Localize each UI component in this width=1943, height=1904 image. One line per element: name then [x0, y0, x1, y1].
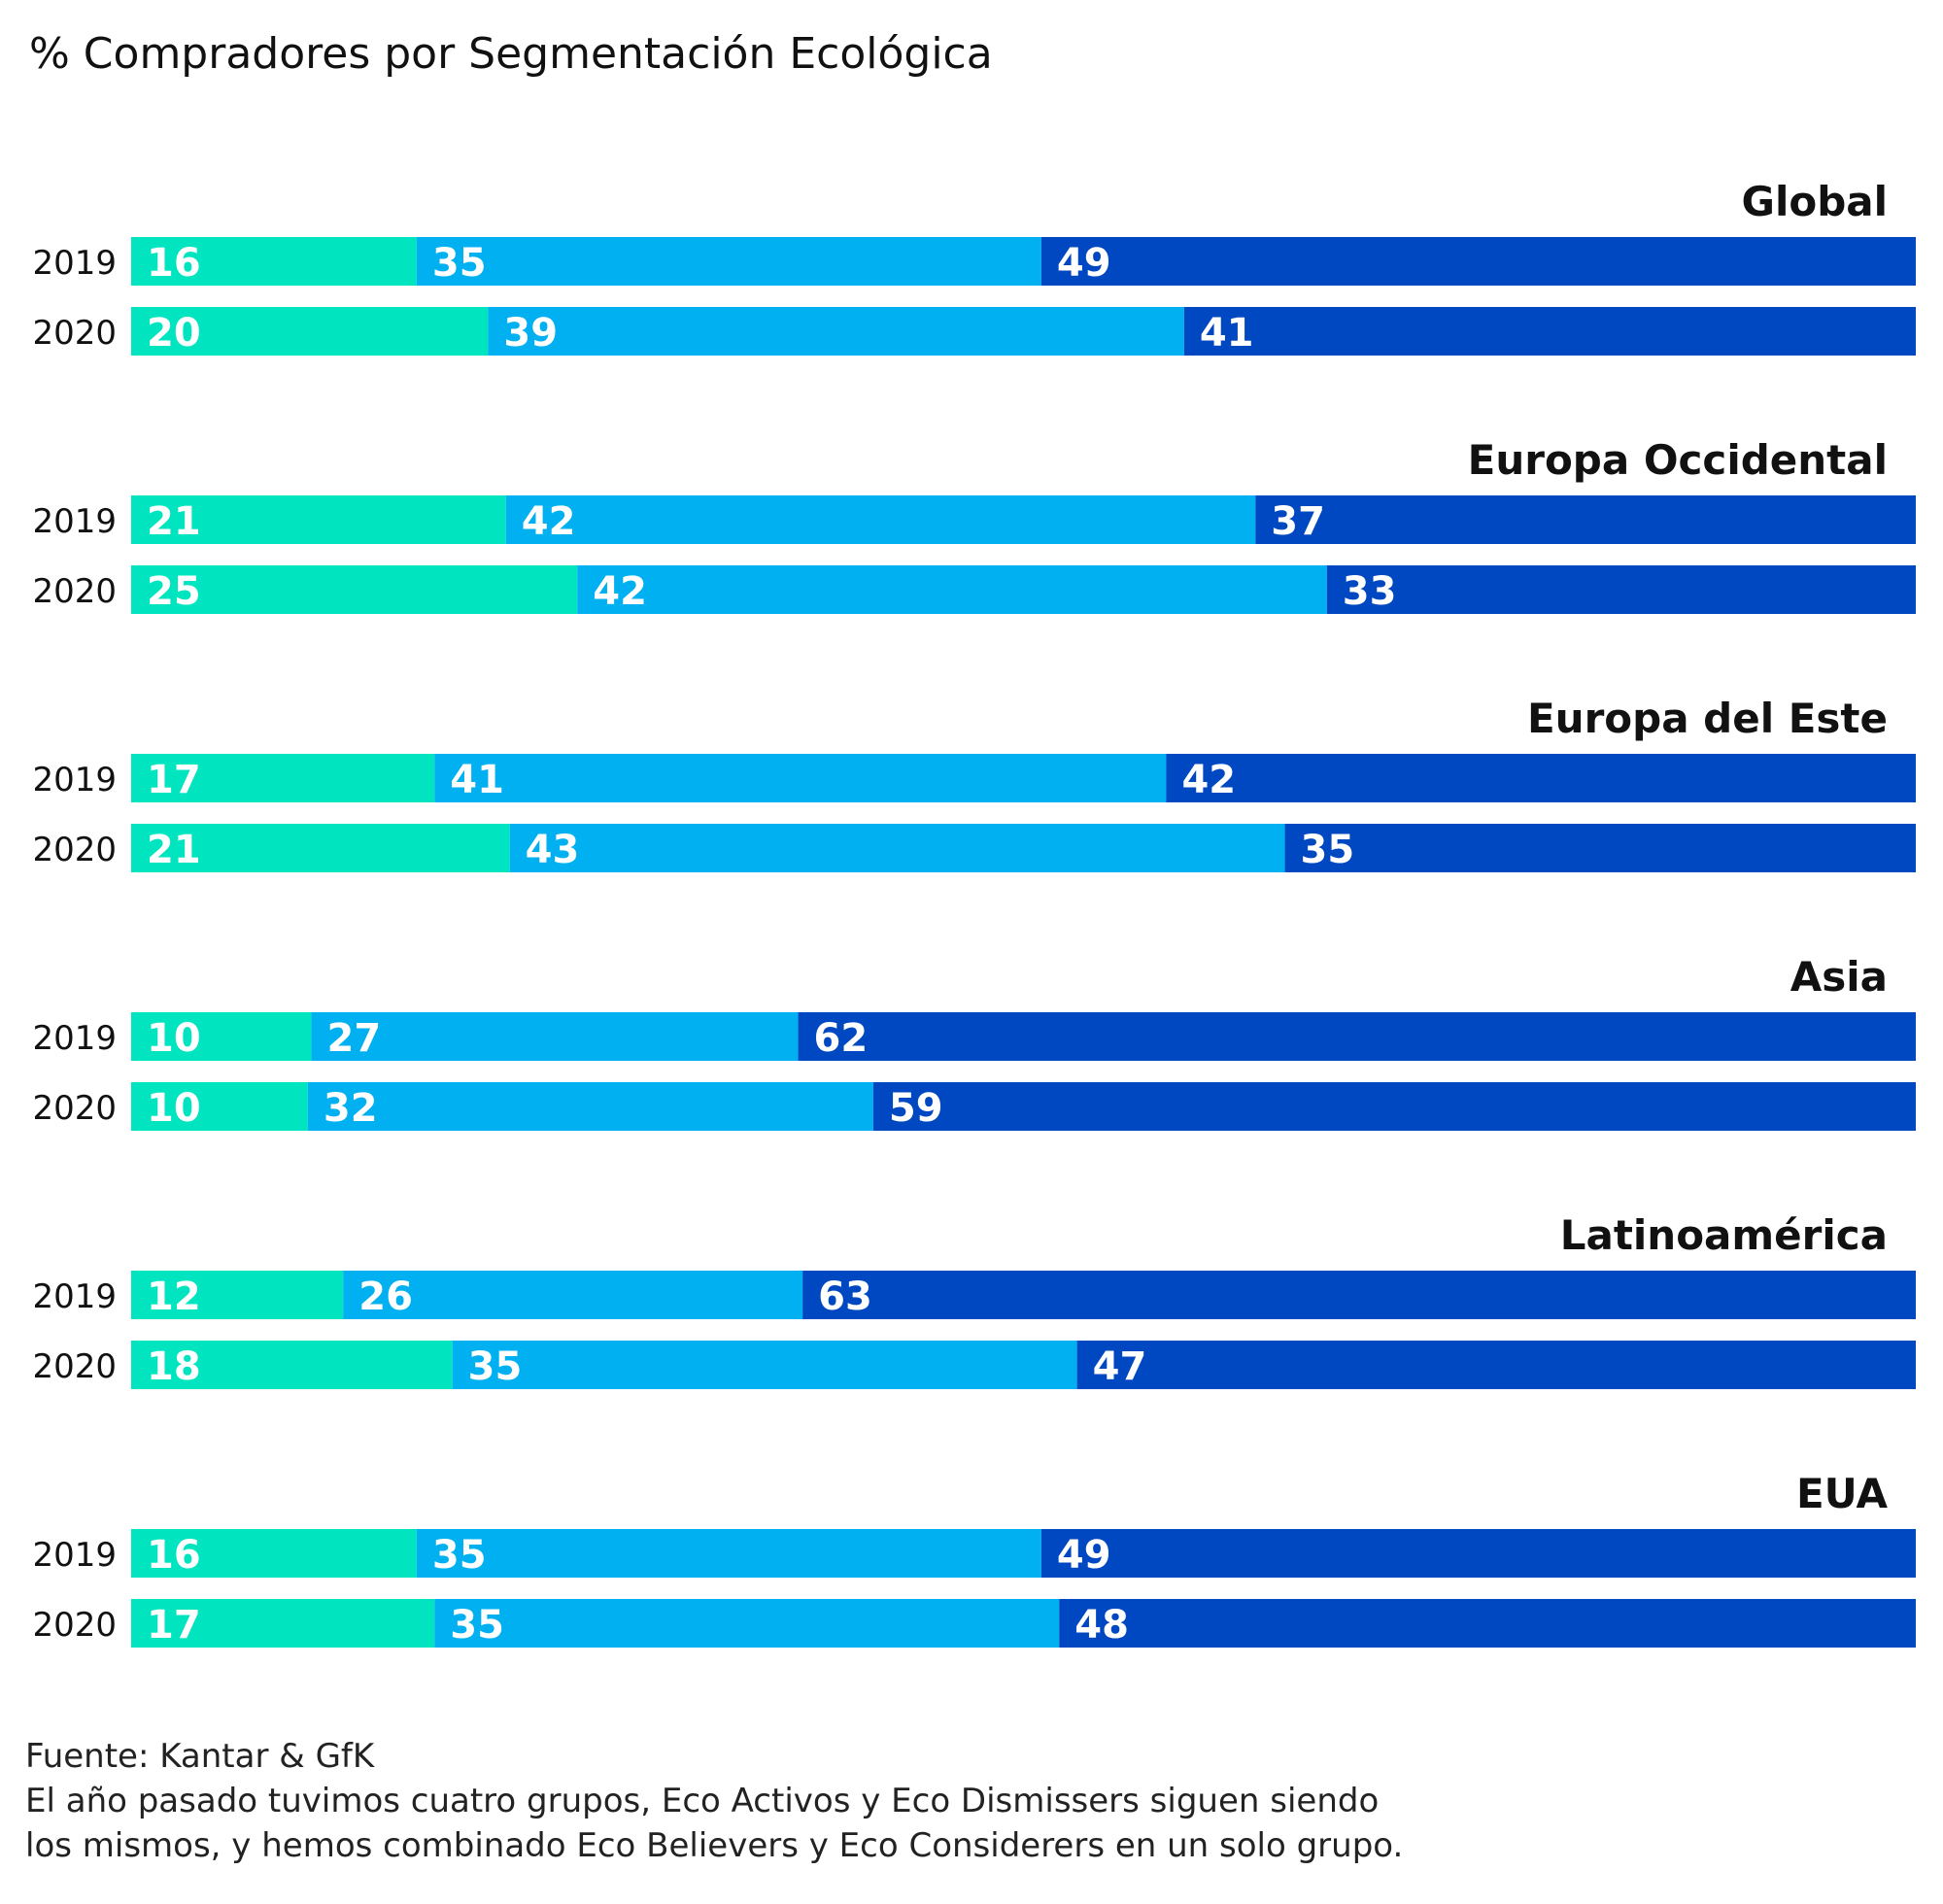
data-label: 42: [522, 499, 576, 544]
group-label: EUA: [1796, 1470, 1889, 1517]
year-label: 2020: [32, 1606, 117, 1645]
data-label: 32: [324, 1086, 378, 1131]
data-label: 41: [1200, 311, 1254, 356]
data-label: 16: [147, 241, 201, 286]
data-label: 21: [147, 828, 201, 872]
bar-segment: [1326, 565, 1916, 614]
data-label: 35: [1301, 828, 1355, 872]
data-label: 35: [432, 1533, 487, 1578]
chart-title: % Compradores por Segmentación Ecológica: [29, 29, 993, 79]
data-label: 17: [147, 1603, 201, 1648]
bar-segment: [798, 1012, 1916, 1061]
bar-segment: [307, 1082, 873, 1131]
group-label: Asia: [1790, 953, 1888, 1001]
bar-segment: [1040, 237, 1916, 286]
bar-segment: [452, 1341, 1077, 1389]
data-label: 25: [147, 569, 201, 614]
data-label: 43: [526, 828, 580, 872]
bar-segment: [131, 1271, 344, 1319]
year-label: 2020: [32, 1089, 117, 1128]
group-label: Global: [1741, 178, 1888, 225]
data-label: 62: [814, 1016, 869, 1061]
source-note: Fuente: Kantar & GfK: [25, 1737, 375, 1776]
bar-segment: [1059, 1599, 1916, 1648]
data-label: 59: [889, 1086, 943, 1131]
data-label: 35: [432, 241, 487, 286]
year-label: 2019: [32, 1019, 117, 1058]
bar-segment: [434, 1599, 1060, 1648]
bar-segment: [131, 754, 435, 802]
data-label: 27: [327, 1016, 382, 1061]
footnote-line-1: El año pasado tuvimos cuatro grupos, Eco…: [25, 1782, 1380, 1820]
bar-segment: [131, 1341, 453, 1389]
data-label: 49: [1057, 241, 1111, 286]
bar-segment: [1076, 1341, 1916, 1389]
group-label: Latinoamérica: [1560, 1211, 1888, 1259]
bar-segment: [131, 824, 510, 872]
bar-segment: [488, 307, 1184, 356]
data-label: 39: [503, 311, 558, 356]
bar-segment: [802, 1271, 1917, 1319]
data-label: 37: [1271, 499, 1325, 544]
bar-segment: [131, 307, 489, 356]
data-label: 20: [147, 311, 201, 356]
data-label: 21: [147, 499, 201, 544]
bar-segment: [1183, 307, 1916, 356]
bar-segment: [872, 1082, 1916, 1131]
data-label: 18: [147, 1344, 201, 1389]
data-label: 12: [147, 1275, 201, 1319]
data-label: 33: [1343, 569, 1397, 614]
footnote-line-2: los mismos, y hemos combinado Eco Believ…: [25, 1826, 1404, 1865]
bar-segment: [131, 565, 578, 614]
bar-segment: [131, 1599, 435, 1648]
data-label: 49: [1057, 1533, 1111, 1578]
bar-segment: [434, 754, 1167, 802]
bar-segment: [416, 237, 1041, 286]
bar-segment: [131, 1529, 417, 1578]
data-label: 26: [358, 1275, 413, 1319]
data-label: 10: [147, 1016, 201, 1061]
data-label: 47: [1093, 1344, 1147, 1389]
data-label: 42: [593, 569, 647, 614]
bar-segment: [505, 495, 1256, 544]
bar-segment: [1040, 1529, 1916, 1578]
data-label: 35: [450, 1603, 504, 1648]
data-label: 17: [147, 758, 201, 802]
year-label: 2019: [32, 244, 117, 283]
data-label: 41: [450, 758, 504, 802]
bar-segment: [577, 565, 1327, 614]
year-label: 2019: [32, 1277, 117, 1316]
year-label: 2020: [32, 314, 117, 353]
bar-segment: [311, 1012, 799, 1061]
bar-segment: [131, 237, 417, 286]
year-label: 2020: [32, 1347, 117, 1386]
bar-segment: [509, 824, 1285, 872]
bar-segment: [343, 1271, 803, 1319]
data-label: 48: [1074, 1603, 1129, 1648]
data-label: 63: [818, 1275, 872, 1319]
bar-segment: [131, 495, 506, 544]
data-label: 16: [147, 1533, 201, 1578]
year-label: 2019: [32, 761, 117, 799]
year-label: 2020: [32, 572, 117, 611]
group-label: Europa Occidental: [1468, 436, 1888, 484]
bar-segment: [416, 1529, 1041, 1578]
bar-segment: [1284, 824, 1916, 872]
year-label: 2019: [32, 502, 117, 541]
chart-footer: Fuente: Kantar & GfK El año pasado tuvim…: [25, 1734, 1403, 1868]
data-label: 35: [468, 1344, 523, 1389]
year-label: 2020: [32, 831, 117, 869]
group-label: Europa del Este: [1527, 695, 1888, 742]
data-label: 10: [147, 1086, 201, 1131]
year-label: 2019: [32, 1536, 117, 1575]
bar-segment: [131, 1012, 312, 1061]
bar-segment: [1255, 495, 1916, 544]
data-label: 42: [1181, 758, 1236, 802]
bar-segment: [1166, 754, 1916, 802]
bar-segment: [131, 1082, 308, 1131]
